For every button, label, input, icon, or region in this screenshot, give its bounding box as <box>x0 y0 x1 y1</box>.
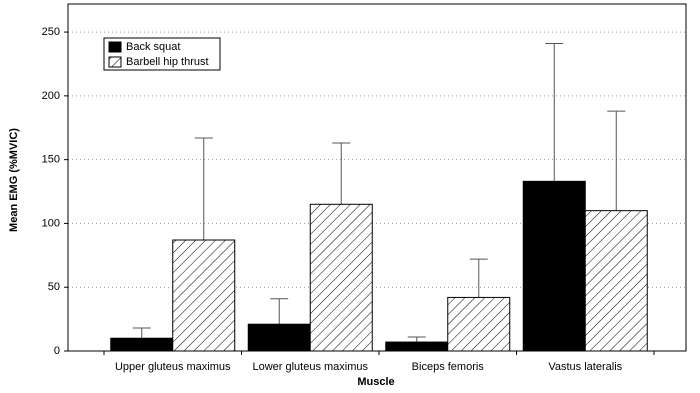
y-tick-label: 200 <box>42 90 60 102</box>
bar <box>584 210 648 352</box>
y-axis-title: Mean EMG (%MVIC) <box>8 128 20 232</box>
bar <box>172 239 236 352</box>
bar <box>447 296 511 352</box>
bar <box>110 337 174 352</box>
y-tick-label: 250 <box>42 26 60 38</box>
x-axis-title: Muscle <box>357 376 394 388</box>
legend-label: Barbell hip thrust <box>126 56 209 68</box>
bar <box>385 341 449 352</box>
bar <box>309 203 373 352</box>
y-tick-label: 150 <box>42 154 60 166</box>
plot-frame <box>67 3 687 352</box>
bar <box>247 323 311 352</box>
y-tick-label: 100 <box>42 217 60 229</box>
x-tick-label: Upper gluteus maximus <box>115 361 231 373</box>
x-tick-label: Lower gluteus maximus <box>252 361 368 373</box>
legend-box <box>103 37 221 71</box>
y-tick-label: 0 <box>54 345 60 357</box>
legend-swatch <box>108 56 122 68</box>
legend-label: Back squat <box>126 41 180 53</box>
x-tick-label: Biceps femoris <box>412 361 485 373</box>
x-tick-label: Vastus lateralis <box>548 361 622 373</box>
bar <box>522 180 586 352</box>
legend-swatch <box>108 41 122 53</box>
y-tick-label: 50 <box>48 281 60 293</box>
